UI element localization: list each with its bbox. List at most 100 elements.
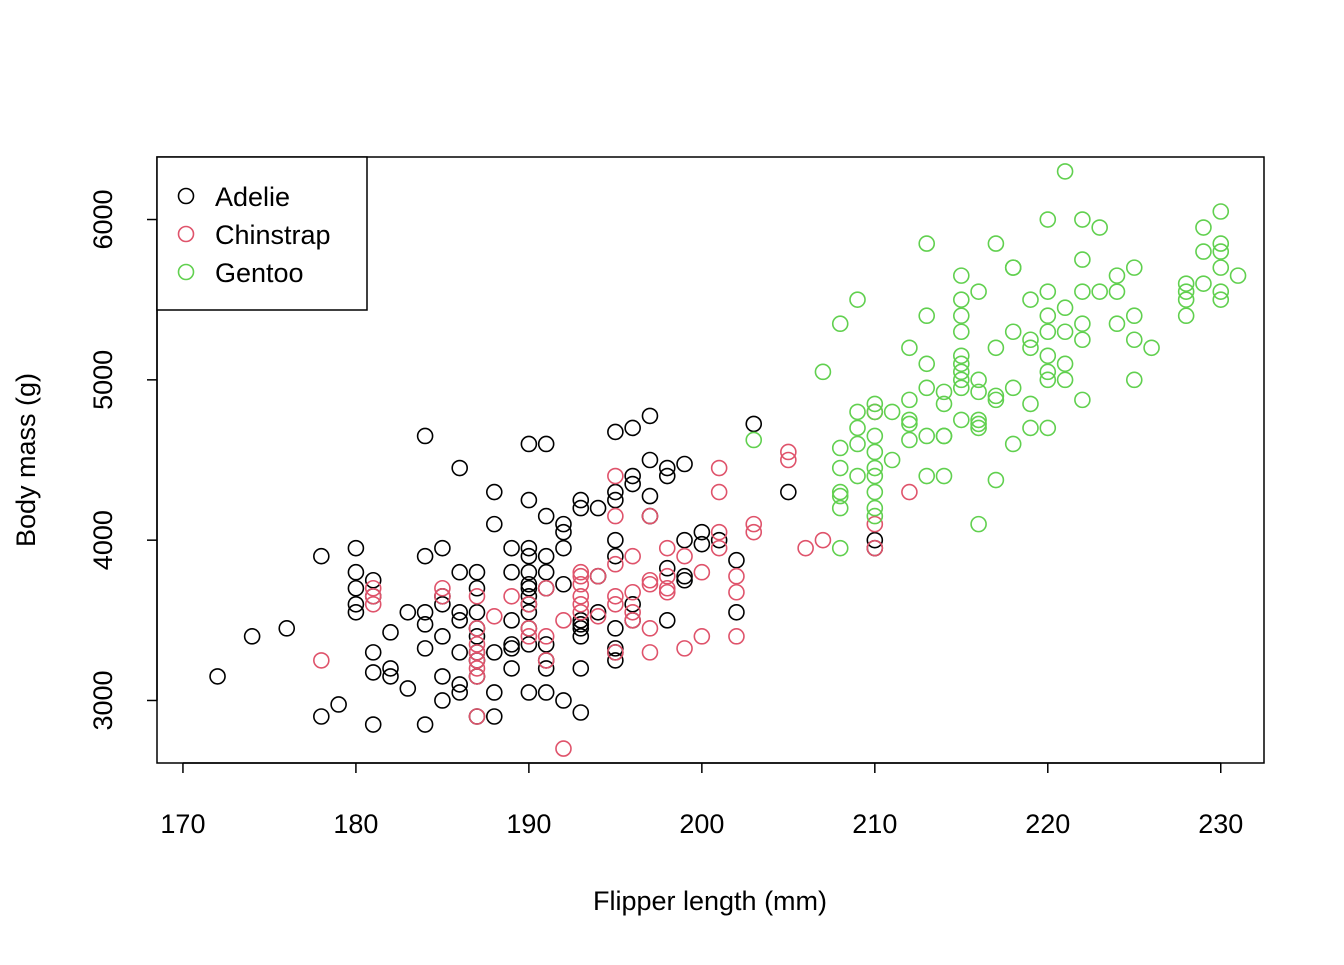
data-point <box>1091 283 1108 300</box>
data-point <box>468 579 486 597</box>
data-point <box>814 531 832 549</box>
data-point <box>658 612 676 629</box>
data-point <box>1074 331 1091 349</box>
data-point <box>728 628 745 645</box>
data-point <box>952 267 970 284</box>
data-point <box>537 684 555 701</box>
data-point <box>624 603 641 621</box>
data-point <box>641 575 659 593</box>
data-point <box>849 403 866 421</box>
data-point <box>589 603 607 621</box>
data-point <box>1022 419 1039 437</box>
data-point <box>728 603 745 621</box>
data-point <box>434 595 451 613</box>
data-point <box>537 547 555 565</box>
data-point <box>641 487 659 505</box>
data-point <box>676 567 693 585</box>
data-point <box>1125 259 1143 276</box>
data-point <box>607 652 624 669</box>
data-point <box>485 644 503 661</box>
data-point <box>952 411 970 429</box>
data-point <box>1125 331 1143 349</box>
y-axis: 3000 4000 5000 6000 <box>88 189 158 731</box>
data-point <box>503 640 520 657</box>
data-point <box>952 355 970 373</box>
data-point <box>883 451 901 469</box>
data-point <box>607 531 624 549</box>
data-point <box>658 579 676 597</box>
data-point <box>503 636 520 653</box>
data-point <box>537 628 555 645</box>
data-point <box>780 483 797 501</box>
data-point <box>1229 267 1247 284</box>
data-point <box>901 339 918 357</box>
data-point <box>1125 371 1143 389</box>
data-point <box>693 628 711 645</box>
data-point <box>572 567 590 585</box>
x-axis-title: Flipper length (mm) <box>593 886 827 916</box>
data-point <box>710 523 728 541</box>
data-point <box>1039 211 1057 228</box>
data-point <box>607 595 624 613</box>
data-point <box>537 660 555 677</box>
data-point <box>883 403 901 421</box>
data-point <box>952 371 970 389</box>
data-point <box>555 523 572 541</box>
data-point <box>434 668 451 685</box>
data-point <box>866 443 884 461</box>
data-point <box>780 451 797 469</box>
points-layer <box>209 163 1247 757</box>
data-point <box>1212 259 1230 276</box>
data-point <box>831 499 849 517</box>
data-point <box>641 407 659 425</box>
data-point <box>641 620 659 637</box>
data-point <box>1177 307 1195 325</box>
data-point <box>485 608 503 625</box>
data-point <box>641 451 659 469</box>
data-point <box>1125 307 1143 325</box>
data-point <box>1074 251 1091 268</box>
data-point <box>607 507 624 525</box>
data-point <box>468 603 486 621</box>
data-point <box>935 395 953 413</box>
data-point <box>468 644 486 661</box>
data-point <box>831 487 849 505</box>
data-point <box>434 579 451 597</box>
data-point <box>468 708 486 725</box>
data-point <box>710 483 728 501</box>
data-point <box>849 419 866 437</box>
y-axis-title: Body mass (g) <box>11 373 41 547</box>
data-point <box>1195 243 1212 260</box>
data-point <box>607 587 624 605</box>
data-point <box>1056 323 1074 341</box>
data-point <box>710 459 728 477</box>
data-point <box>520 575 538 593</box>
data-point <box>485 483 503 501</box>
data-point <box>572 595 590 613</box>
data-point <box>728 583 745 601</box>
data-point <box>1056 299 1074 317</box>
data-point <box>607 547 624 565</box>
data-point <box>970 415 987 433</box>
data-point <box>364 644 382 661</box>
data-point <box>520 636 538 653</box>
data-point <box>1039 307 1057 325</box>
data-point <box>831 459 849 477</box>
data-point <box>468 668 486 685</box>
data-point <box>243 628 261 645</box>
data-point <box>1039 419 1057 437</box>
data-point <box>572 616 590 633</box>
data-point <box>399 680 417 697</box>
data-point <box>745 415 763 433</box>
data-point <box>572 587 590 605</box>
data-point <box>451 563 469 581</box>
data-point <box>451 676 469 693</box>
data-point <box>780 443 797 461</box>
data-point <box>1195 219 1212 236</box>
data-point <box>1056 371 1074 389</box>
data-point <box>416 716 434 733</box>
data-point <box>658 559 676 577</box>
data-point <box>537 435 555 453</box>
data-point <box>313 708 330 725</box>
